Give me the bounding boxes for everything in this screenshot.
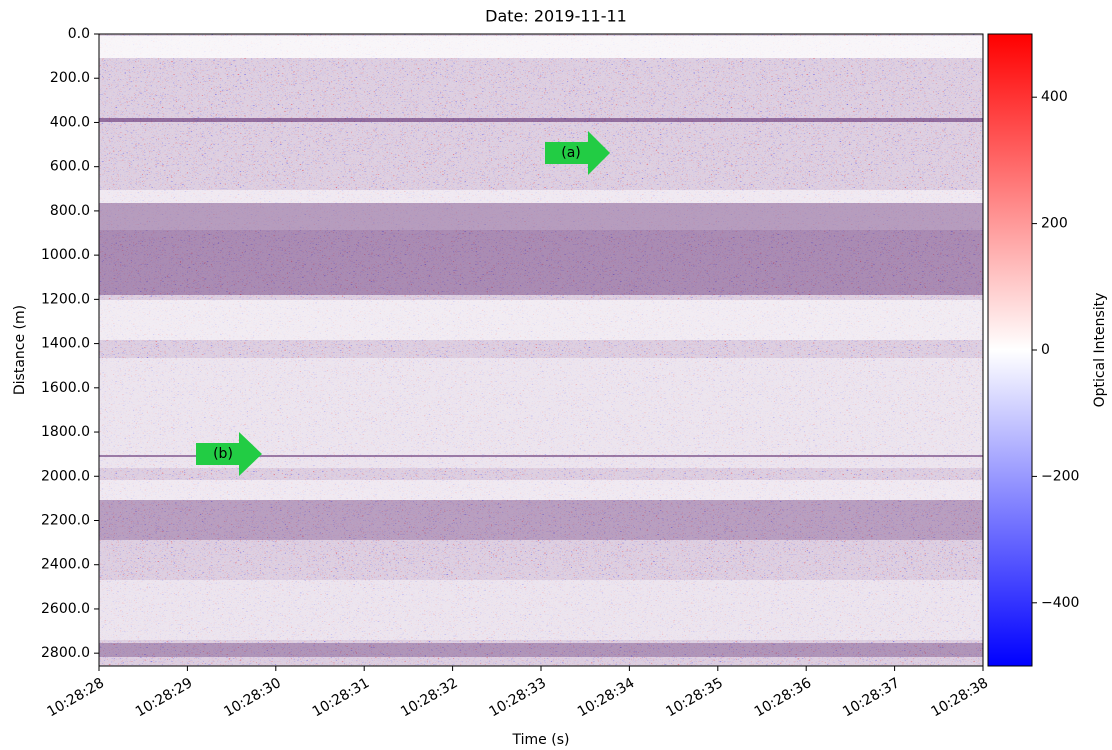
y-tick-label: 200.0 xyxy=(50,70,90,86)
y-tick-label: 2200.0 xyxy=(41,512,90,528)
chart-title: Date: 2019-11-11 xyxy=(485,7,627,26)
colorbar xyxy=(987,33,1033,667)
y-tick-label: 1200.0 xyxy=(41,291,90,307)
y-tick-label: 800.0 xyxy=(50,203,90,219)
annotation-label: (b) xyxy=(213,446,233,462)
y-tick-label: 2000.0 xyxy=(41,468,90,484)
x-tick-label: 10:28:34 xyxy=(575,675,638,720)
y-tick-label: 1600.0 xyxy=(41,380,90,396)
y-axis-label: Distance (m) xyxy=(12,305,28,395)
annotation-arrow: (b) xyxy=(196,432,262,476)
x-tick-label: 10:28:28 xyxy=(45,675,107,720)
x-tick-label: 10:28:33 xyxy=(487,675,549,720)
x-axis-label: Time (s) xyxy=(512,732,570,748)
colorbar-tick-label: −200 xyxy=(1041,468,1079,484)
heatmap-image xyxy=(99,34,983,666)
y-tick-label: 1800.0 xyxy=(41,424,90,440)
y-tick-label: 2400.0 xyxy=(41,557,90,573)
y-tick-label: 2600.0 xyxy=(41,601,90,617)
annotation-arrow: (a) xyxy=(545,131,610,175)
y-tick-label: 400.0 xyxy=(50,114,90,130)
x-tick-label: 10:28:35 xyxy=(663,675,725,720)
x-tick-label: 10:28:32 xyxy=(398,675,460,720)
x-tick-label: 10:28:38 xyxy=(929,675,991,720)
x-tick-label: 10:28:31 xyxy=(310,675,372,720)
colorbar-tick-label: 200 xyxy=(1041,216,1068,232)
annotation-label: (a) xyxy=(561,145,581,161)
y-tick-label: 1000.0 xyxy=(41,247,90,263)
colorbar-tick-label: −400 xyxy=(1041,595,1079,611)
y-tick-label: 2800.0 xyxy=(41,645,90,661)
x-tick-label: 10:28:30 xyxy=(221,675,283,720)
colorbar-tick-label: 0 xyxy=(1041,342,1050,358)
x-tick-label: 10:28:36 xyxy=(752,675,815,720)
y-tick-label: 1400.0 xyxy=(41,336,90,352)
colorbar-tick-label: 400 xyxy=(1041,89,1068,105)
colorbar-label: Optical Intensity xyxy=(1092,293,1108,408)
y-tick-label: 0.0 xyxy=(68,26,90,42)
x-tick-label: 10:28:37 xyxy=(840,675,902,720)
x-tick-label: 10:28:29 xyxy=(133,675,195,720)
y-tick-label: 600.0 xyxy=(50,159,90,175)
